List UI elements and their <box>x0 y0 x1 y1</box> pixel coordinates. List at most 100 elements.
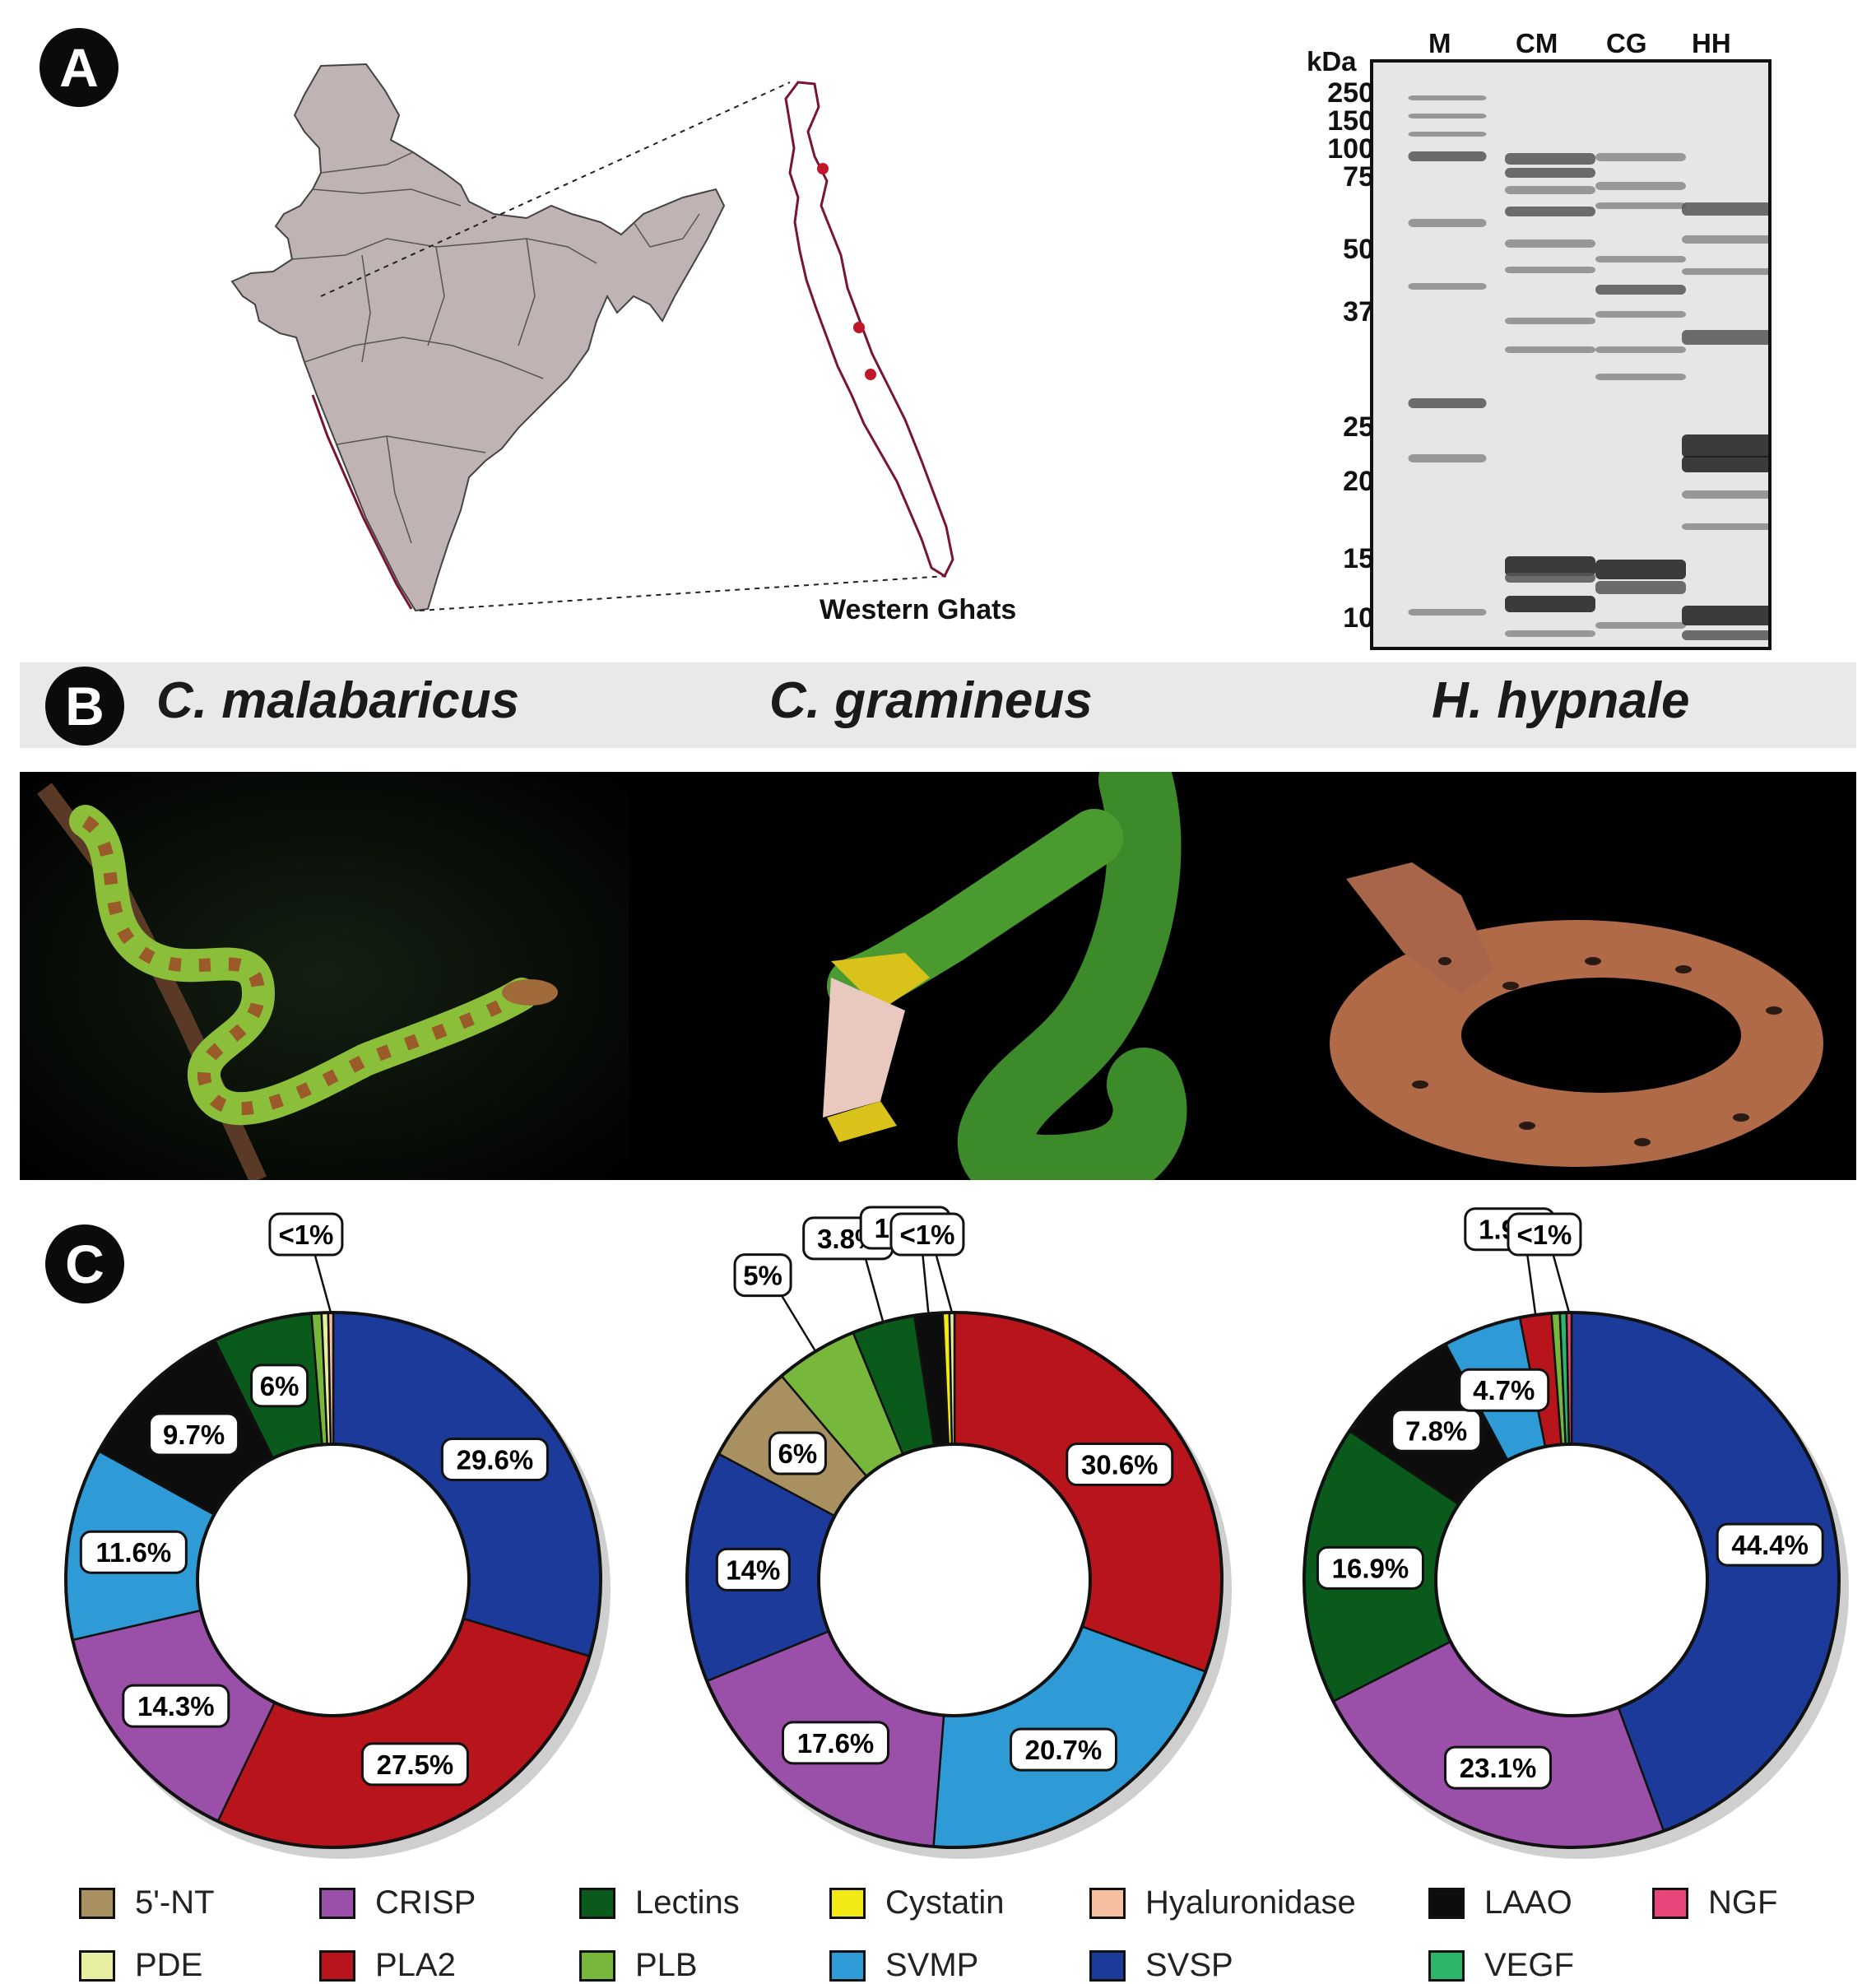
legend-item-svsp: SVSP <box>1089 1947 1233 1984</box>
legend-swatch-5nt <box>79 1887 115 1919</box>
donut-rim <box>1303 1311 1841 1849</box>
data-label-box <box>1391 1408 1483 1452</box>
data-label: 4.7% <box>1473 1375 1535 1406</box>
data-label: 16.9% <box>1332 1553 1409 1583</box>
snake-photo-strip <box>20 772 1856 1180</box>
mw-37: 37 <box>1343 296 1374 328</box>
data-label: 9.7% <box>163 1419 225 1450</box>
callout-line <box>863 1254 885 1323</box>
mw-100: 100 <box>1327 133 1374 165</box>
data-label-box <box>1507 1212 1582 1257</box>
panel-c-letter: C <box>65 1234 104 1294</box>
legend-label-hyaluronidase: Hyaluronidase <box>1145 1884 1356 1921</box>
legend-swatch-lectins <box>579 1887 615 1919</box>
legend-label-laao: LAAO <box>1484 1884 1572 1921</box>
gel-band <box>1505 239 1595 248</box>
venom-composition-charts: 29.6% 27.5% 14.3% 11.6% 9.7% 6% <1% 30.6% 20.7% 1… <box>64 1206 1849 1859</box>
data-label-box <box>1444 1745 1553 1790</box>
gel-band <box>1595 622 1686 629</box>
data-label: 30.6% <box>1081 1450 1159 1480</box>
callout-line <box>778 1290 817 1352</box>
data-label-box <box>768 1431 827 1475</box>
callout-line <box>934 1252 954 1313</box>
mw-20: 20 <box>1343 466 1374 497</box>
legend-swatch-pla2 <box>319 1949 355 1982</box>
sampling-site-2 <box>853 322 865 333</box>
gel-band <box>1682 456 1772 472</box>
western-ghats-outline <box>784 81 954 578</box>
gel-bands <box>1408 95 1772 640</box>
legend-label-crisp: CRISP <box>375 1884 476 1921</box>
data-label: 17.6% <box>797 1728 875 1759</box>
mw-50: 50 <box>1343 234 1374 265</box>
legend-label-vegf: VEGF <box>1484 1947 1574 1983</box>
legend-swatch-pde <box>79 1949 115 1982</box>
legend-label-svsp: SVSP <box>1145 1947 1233 1983</box>
panel-c-badge: C <box>45 1224 124 1303</box>
legend-item-plb: PLB <box>579 1947 698 1984</box>
data-label: 14% <box>726 1554 780 1585</box>
gel-band <box>1505 556 1595 576</box>
legend-item-5nt: 5'-NT <box>79 1884 215 1921</box>
legend-item-pla2: PLA2 <box>319 1947 456 1984</box>
gel-band <box>1408 151 1487 161</box>
gel-band <box>1408 609 1487 616</box>
gel-unit-label: kDa <box>1307 46 1357 77</box>
data-label-box <box>1009 1727 1117 1772</box>
gel-band <box>1595 256 1686 263</box>
sds-page-gel <box>1370 59 1772 650</box>
gel-band <box>1408 114 1487 118</box>
legend-label-ngf: NGF <box>1708 1884 1778 1921</box>
legend-swatch-hyaluronidase <box>1089 1887 1126 1919</box>
gel-band <box>1682 235 1772 244</box>
data-label-box <box>360 1742 469 1787</box>
gel-band <box>1505 153 1595 165</box>
western-ghats-caption: Western Ghats <box>820 594 1017 625</box>
gel-lane-cm: CM <box>1516 28 1558 58</box>
gel-band <box>1595 581 1686 594</box>
gel-band <box>1595 182 1686 190</box>
legend-label-pde: PDE <box>135 1947 203 1983</box>
panel-a-badge: A <box>39 28 118 107</box>
legend-item-vegf: VEGF <box>1428 1947 1574 1984</box>
donut-rim <box>685 1311 1224 1849</box>
legend-item-ngf: NGF <box>1652 1884 1777 1921</box>
data-label-box <box>1066 1443 1174 1487</box>
gel-band <box>1505 318 1595 324</box>
gel-band <box>1505 207 1595 216</box>
gel-band <box>1595 153 1686 161</box>
gel-band <box>1408 95 1487 100</box>
data-label-box <box>250 1364 309 1408</box>
gel-band <box>1682 523 1772 530</box>
gel-band <box>1682 606 1772 625</box>
legend-swatch-plb <box>579 1949 615 1982</box>
species-name-cg: C. gramineus <box>769 672 1093 729</box>
gel-band <box>1408 398 1487 408</box>
data-label-box <box>440 1438 549 1482</box>
data-label-box <box>1316 1545 1424 1590</box>
mw-75: 75 <box>1343 161 1374 193</box>
gel-band <box>1408 283 1487 290</box>
gel-band <box>1682 330 1772 345</box>
data-label-box <box>148 1412 240 1457</box>
gel-lane-m: M <box>1428 28 1451 58</box>
legend-label-pla2: PLA2 <box>375 1947 456 1983</box>
legend-swatch-ngf <box>1652 1887 1688 1919</box>
zoom-line-top <box>320 81 791 297</box>
data-label: 29.6% <box>457 1445 534 1475</box>
legend-swatch-cystatin <box>829 1887 866 1919</box>
gel-lane-hh: HH <box>1692 28 1731 58</box>
legend-item-cystatin: Cystatin <box>829 1884 1005 1921</box>
legend-swatch-svsp <box>1089 1949 1126 1982</box>
gel-band <box>1505 267 1595 273</box>
data-label-box <box>733 1253 792 1298</box>
species-name-hh: H. hypnale <box>1432 672 1690 729</box>
state-borders <box>291 151 700 544</box>
legend-label-lectins: Lectins <box>635 1884 740 1921</box>
data-label: 23.1% <box>1460 1753 1537 1783</box>
gel-band <box>1505 186 1595 194</box>
legend-item-crisp: CRISP <box>319 1884 476 1921</box>
data-label: <1% <box>278 1220 333 1250</box>
data-label: <1% <box>899 1220 954 1250</box>
gel-band <box>1408 454 1487 462</box>
